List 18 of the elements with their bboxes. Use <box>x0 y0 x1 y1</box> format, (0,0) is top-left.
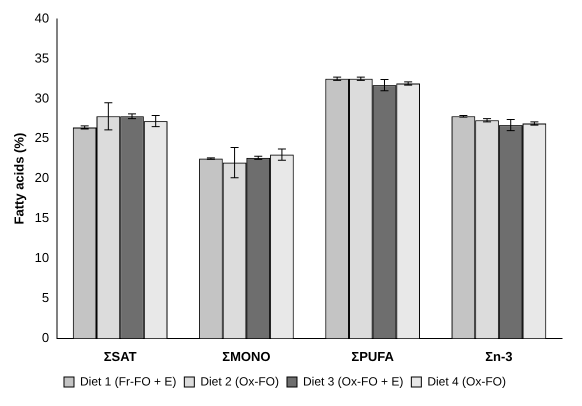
y-tick-label: 0 <box>42 330 50 345</box>
x-tick-label: ΣSAT <box>104 348 137 364</box>
y-tick-label: 20 <box>34 170 50 186</box>
y-axis-title: Fatty acids (%) <box>11 132 26 224</box>
y-tick-label: 10 <box>34 250 50 266</box>
legend-label: Diet 1 (Fr-FO + E) <box>80 374 176 388</box>
y-tick-label: 35 <box>34 50 50 66</box>
y-tick-label: 15 <box>34 210 50 226</box>
legend-label: Diet 4 (Ox-FO) <box>427 374 506 388</box>
y-tick-label: 40 <box>34 10 50 26</box>
legend-label: Diet 2 (Ox-FO) <box>200 374 279 388</box>
y-tick-label: 5 <box>42 290 50 306</box>
legend-label: Diet 3 (Ox-FO + E) <box>302 374 404 388</box>
x-tick-label: ΣPUFA <box>351 348 394 364</box>
x-tick-label: Σn-3 <box>485 348 513 364</box>
y-tick-label: 30 <box>34 90 50 106</box>
y-tick-label: 25 <box>34 130 50 146</box>
x-tick-label: ΣMONO <box>222 348 271 364</box>
